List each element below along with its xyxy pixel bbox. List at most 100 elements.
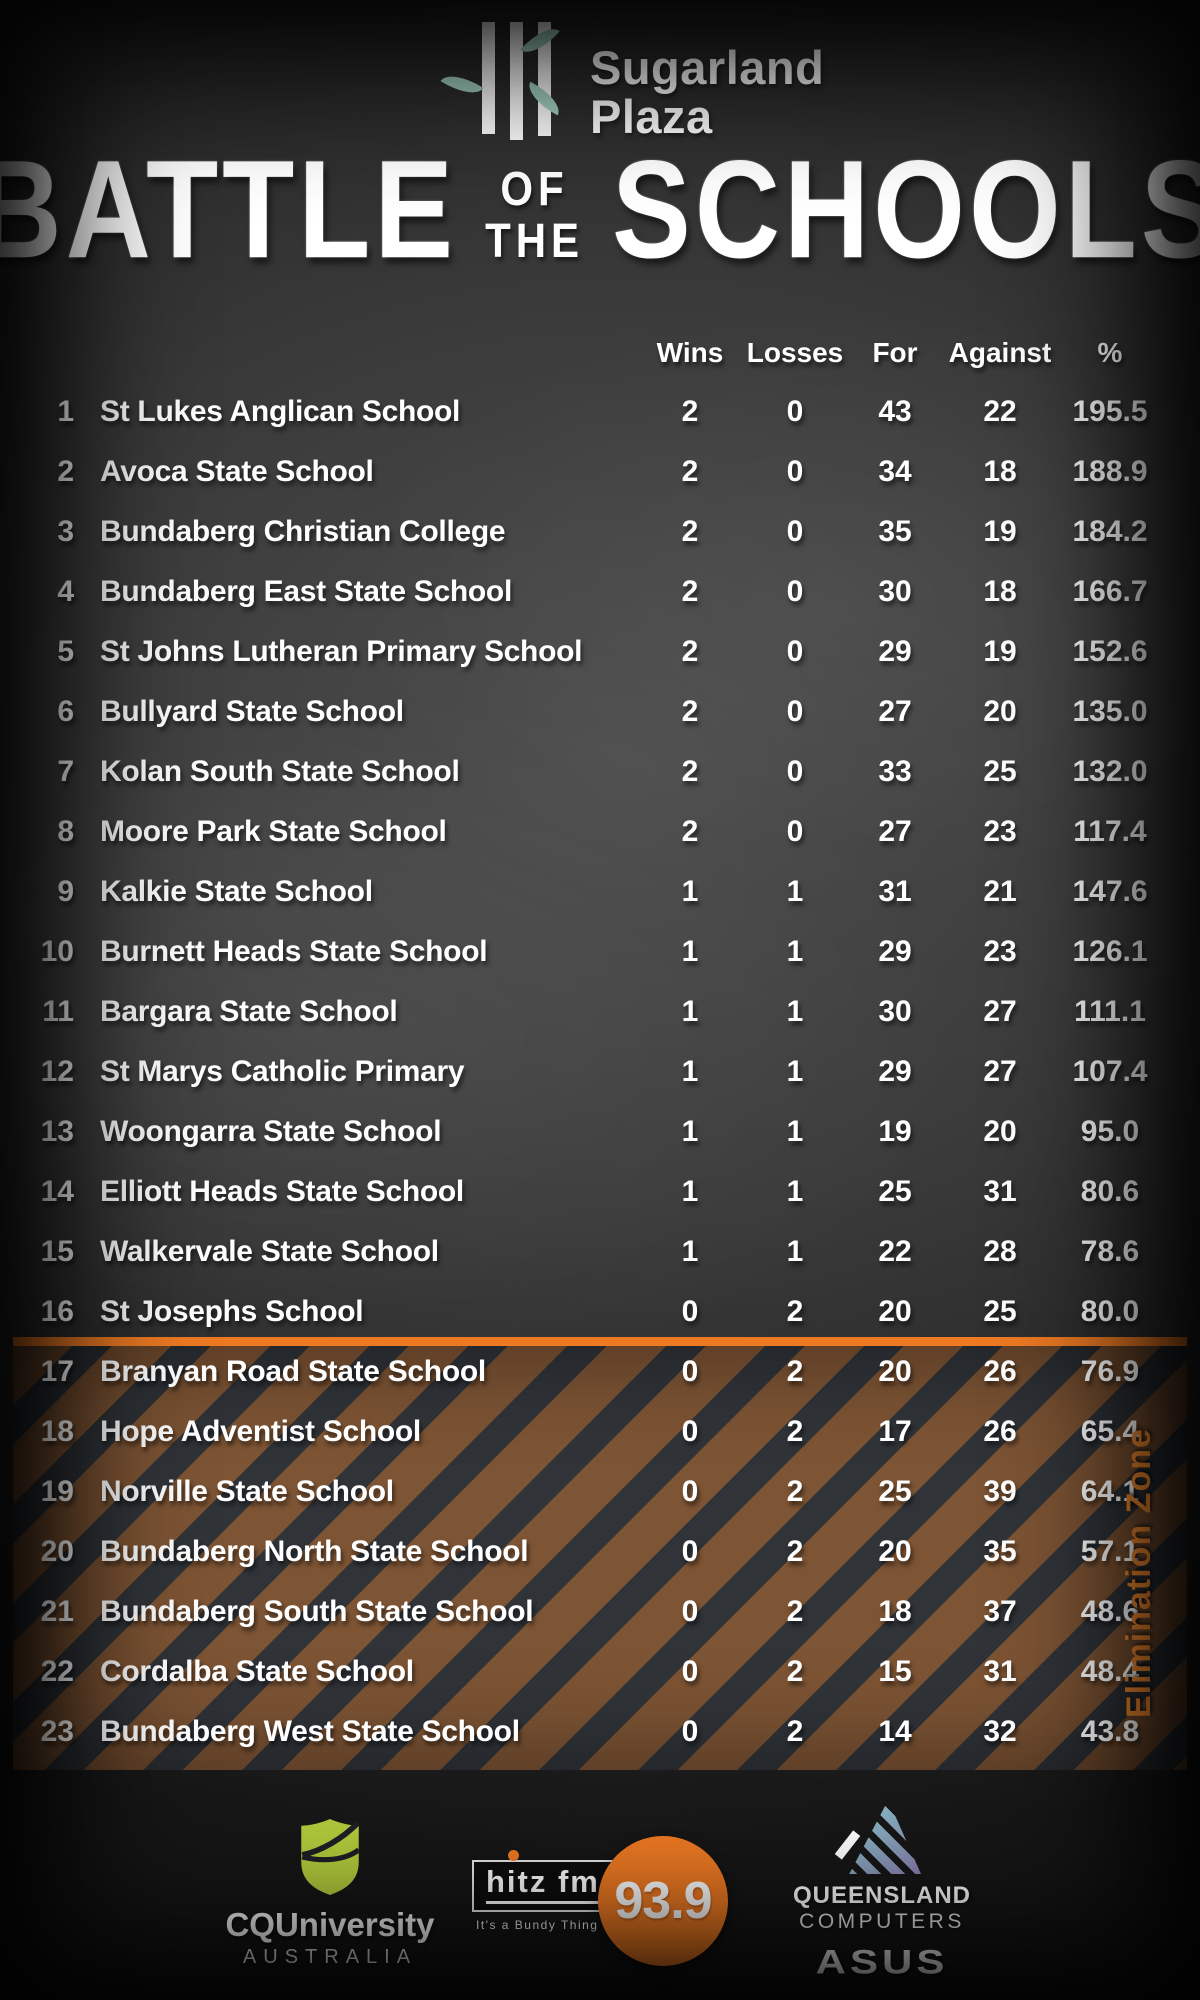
row-school-name: Bundaberg Christian College (100, 515, 506, 548)
row-against: 23 (983, 935, 1017, 968)
title-of: OF (500, 161, 569, 216)
row-losses: 2 (786, 1595, 804, 1628)
row-losses: 0 (786, 755, 804, 788)
row-pct: 64.1 (1080, 1475, 1140, 1508)
row-rank: 19 (40, 1475, 74, 1508)
row-against: 27 (983, 995, 1017, 1028)
row-wins: 1 (681, 1115, 699, 1148)
row-wins: 1 (681, 1175, 699, 1208)
row-wins: 1 (681, 875, 699, 908)
row-school-name: Hope Adventist School (100, 1415, 421, 1448)
row-rank: 16 (40, 1295, 74, 1328)
row-wins: 1 (681, 935, 699, 968)
row-losses: 0 (786, 455, 804, 488)
queensland-computers-logo: QUEENSLAND COMPUTERS ASUS (782, 1800, 982, 1986)
row-pct: 65.4 (1080, 1415, 1140, 1448)
row-against: 19 (983, 635, 1017, 668)
row-losses: 2 (786, 1535, 804, 1568)
elimination-zone (13, 1337, 1187, 1770)
row-losses: 1 (786, 1055, 804, 1088)
row-against: 35 (983, 1535, 1017, 1568)
row-wins: 2 (681, 455, 699, 488)
title-of-the: OF THE (485, 155, 584, 267)
row-pct: 80.6 (1080, 1175, 1140, 1208)
row-for: 22 (878, 1235, 912, 1268)
row-pct: 166.7 (1072, 575, 1148, 608)
row-pct: 188.9 (1072, 455, 1148, 488)
row-school-name: Bundaberg West State School (100, 1715, 520, 1748)
row-for: 27 (878, 815, 912, 848)
row-rank: 21 (40, 1595, 74, 1628)
row-rank: 22 (40, 1655, 74, 1688)
elimination-zone-label: Elimination Zone (1120, 1428, 1158, 1718)
row-wins: 2 (681, 755, 699, 788)
row-against: 31 (983, 1655, 1017, 1688)
row-wins: 2 (681, 395, 699, 428)
hitz-tagline: It's a Bundy Thing (476, 1918, 599, 1932)
row-against: 20 (983, 695, 1017, 728)
row-school-name: Branyan Road State School (100, 1355, 486, 1388)
table-row: 22 Cordalba State School 0 2 15 31 48.4 (0, 1642, 1200, 1702)
row-for: 17 (878, 1415, 912, 1448)
row-school-name: St Marys Catholic Primary (100, 1055, 465, 1088)
table-row: 10 Burnett Heads State School 1 1 29 23 … (0, 922, 1200, 982)
table-row: 6 Bullyard State School 2 0 27 20 135.0 (0, 682, 1200, 742)
row-rank: 4 (57, 575, 74, 608)
row-pct: 48.4 (1080, 1655, 1140, 1688)
table-row: 5 St Johns Lutheran Primary School 2 0 2… (0, 622, 1200, 682)
table-row: 20 Bundaberg North State School 0 2 20 3… (0, 1522, 1200, 1582)
row-losses: 2 (786, 1475, 804, 1508)
header-pct: % (1097, 337, 1123, 368)
asus-wordmark: ASUS (815, 1942, 949, 1981)
row-for: 29 (878, 1055, 912, 1088)
row-rank: 6 (57, 695, 74, 728)
row-against: 37 (983, 1595, 1017, 1628)
row-losses: 1 (786, 1235, 804, 1268)
row-losses: 2 (786, 1655, 804, 1688)
row-losses: 2 (786, 1415, 804, 1448)
row-pct: 43.8 (1080, 1715, 1140, 1748)
table-row: 1 St Lukes Anglican School 2 0 43 22 195… (0, 382, 1200, 442)
table-row: 23 Bundaberg West State School 0 2 14 32… (0, 1702, 1200, 1762)
row-against: 23 (983, 815, 1017, 848)
row-pct: 195.5 (1072, 395, 1148, 428)
row-losses: 0 (786, 575, 804, 608)
row-wins: 1 (681, 1055, 699, 1088)
row-for: 30 (878, 575, 912, 608)
row-pct: 80.0 (1080, 1295, 1140, 1328)
row-school-name: Avoca State School (100, 455, 374, 488)
row-against: 19 (983, 515, 1017, 548)
table-row: 15 Walkervale State School 1 1 22 28 78.… (0, 1222, 1200, 1282)
row-school-name: St Josephs School (100, 1295, 364, 1328)
row-wins: 2 (681, 635, 699, 668)
sugarcane-icon (440, 19, 566, 140)
row-school-name: Moore Park State School (100, 815, 447, 848)
row-school-name: Burnett Heads State School (100, 935, 488, 968)
row-for: 35 (878, 515, 912, 548)
row-pct: 117.4 (1073, 815, 1147, 848)
row-for: 18 (878, 1595, 912, 1628)
header-against: Against (948, 337, 1052, 368)
leaf-icon (440, 66, 484, 103)
row-for: 15 (878, 1655, 912, 1688)
row-wins: 0 (681, 1595, 699, 1628)
cqu-name: CQUniversity (225, 1906, 435, 1943)
row-against: 18 (983, 575, 1017, 608)
row-for: 30 (878, 995, 912, 1028)
row-wins: 2 (681, 515, 699, 548)
row-pct: 48.6 (1080, 1595, 1140, 1628)
title-battle: BATTLE (0, 132, 458, 288)
table-row: 3 Bundaberg Christian College 2 0 35 19 … (0, 502, 1200, 562)
hitz-frequency: 93.9 (614, 1872, 712, 1930)
hitz-dot-icon (508, 1850, 519, 1861)
row-rank: 1 (57, 395, 74, 428)
row-rank: 3 (57, 515, 74, 548)
row-wins: 0 (681, 1355, 699, 1388)
hitz-name: hitz fm (486, 1864, 600, 1904)
row-rank: 7 (57, 755, 74, 788)
table-row: 18 Hope Adventist School 0 2 17 26 65.4 (0, 1402, 1200, 1462)
row-for: 31 (878, 875, 912, 908)
cqu-country: AUSTRALIA (242, 1946, 418, 1968)
row-rank: 13 (40, 1115, 74, 1148)
